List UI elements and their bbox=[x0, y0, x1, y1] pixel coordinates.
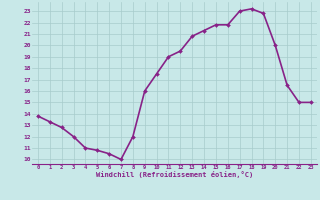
X-axis label: Windchill (Refroidissement éolien,°C): Windchill (Refroidissement éolien,°C) bbox=[96, 171, 253, 178]
